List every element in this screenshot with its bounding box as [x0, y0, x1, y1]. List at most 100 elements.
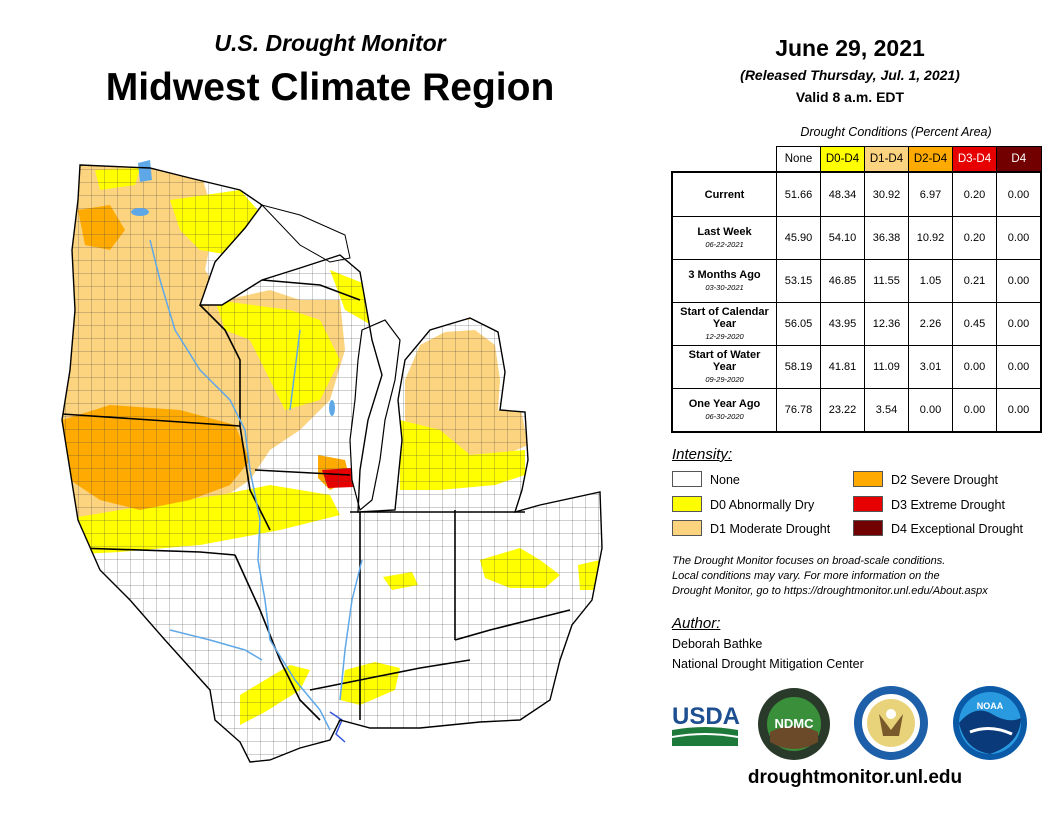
legend-swatch — [672, 496, 702, 512]
row-date: 06-22-2021 — [705, 239, 744, 249]
row-label-text: Start of Water Year — [688, 348, 761, 373]
table-cell: 0.45 — [952, 302, 997, 346]
row-label-text: Current — [704, 188, 745, 201]
d1-area-upper-michigan — [410, 288, 470, 320]
drought-monitor-note: The Drought Monitor focuses on broad-sca… — [672, 554, 1042, 599]
table-row: Current 51.66 48.34 30.92 6.97 0.20 0.00 — [671, 171, 1042, 217]
table-cell: 43.95 — [820, 302, 865, 346]
drought-stats-table: None D0-D4 D1-D4 D2-D4 D3-D4 D4 Current 51.66 4… — [671, 146, 1042, 433]
table-cell: 0.00 — [996, 345, 1042, 389]
table-cell: 58.19 — [776, 345, 821, 389]
row-label-text: One Year Ago — [688, 397, 761, 410]
note-line-2: Local conditions may vary. For more info… — [672, 570, 940, 582]
note-line-1: The Drought Monitor focuses on broad-sca… — [672, 555, 946, 567]
table-cell: 0.20 — [952, 171, 997, 217]
author-title: Author: — [672, 615, 721, 632]
row-label: One Year Ago 06-30-2020 — [671, 388, 777, 433]
legend-label: D4 Exceptional Drought — [891, 522, 1024, 536]
legend-title: Intensity: — [672, 446, 733, 463]
table-cell: 0.00 — [908, 388, 953, 433]
map-title: Midwest Climate Region — [105, 66, 555, 109]
table-cell: 0.21 — [952, 259, 997, 303]
column-header-d1-d4: D1-D4 — [864, 146, 909, 173]
table-cell: 6.97 — [908, 171, 953, 217]
kentucky-lake — [329, 711, 346, 743]
map-date: June 29, 2021 — [775, 35, 925, 61]
table-cell: 2.26 — [908, 302, 953, 346]
table-cell: 23.22 — [820, 388, 865, 433]
table-cell: 0.00 — [996, 171, 1042, 217]
row-label-text: Last Week — [697, 225, 752, 238]
row-label-text: Start of Calendar Year — [680, 305, 769, 330]
table-cell: 12.36 — [864, 302, 909, 346]
row-label: Start of Water Year 09-29-2020 — [671, 345, 777, 389]
row-label: Last Week 06-22-2021 — [671, 216, 777, 260]
state-boundaries — [62, 279, 571, 721]
table-cell: 46.85 — [820, 259, 865, 303]
table-cell: 45.90 — [776, 216, 821, 260]
row-date: 03-30-2021 — [705, 282, 744, 292]
table-cell: 51.66 — [776, 171, 821, 217]
usda-logo-text: USDA — [672, 703, 740, 730]
noaa-logo-text: NOAA — [977, 701, 1004, 711]
table-row: Start of Water Year 09-29-2020 58.19 41.81 1… — [671, 345, 1042, 389]
table-caption: Drought Conditions (Percent Area) — [800, 125, 992, 139]
stats-body: Current 51.66 48.34 30.92 6.97 0.20 0.00 Last W… — [671, 171, 1042, 433]
legend-label: D0 Abnormally Dry — [710, 498, 815, 512]
row-label: Current — [671, 171, 777, 217]
table-row: 3 Months Ago 03-30-2021 53.15 46.85 11.55 1.0… — [671, 259, 1042, 303]
release-date: (Released Thursday, Jul. 1, 2021) — [740, 67, 960, 83]
legend-swatch — [853, 471, 883, 487]
legend-swatch — [853, 496, 883, 512]
column-header-none: None — [776, 146, 821, 173]
valid-time: Valid 8 a.m. EDT — [795, 89, 905, 105]
column-header-d2-d4: D2-D4 — [908, 146, 953, 173]
row-label: 3 Months Ago 03-30-2021 — [671, 259, 777, 303]
table-row: Last Week 06-22-2021 45.90 54.10 36.38 10.92 0… — [671, 216, 1042, 260]
legend-swatch — [672, 520, 702, 536]
table-cell: 10.92 — [908, 216, 953, 260]
row-date: 09-29-2020 — [705, 374, 744, 384]
table-cell: 30.92 — [864, 171, 909, 217]
table-cell: 3.01 — [908, 345, 953, 389]
header-blank — [672, 147, 777, 173]
column-header-d3-d4: D3-D4 — [952, 146, 997, 173]
column-header-d0-d4: D0-D4 — [820, 146, 865, 173]
table-cell: 56.05 — [776, 302, 821, 346]
commerce-seal-icon — [854, 686, 928, 760]
upper-red-lake — [131, 208, 149, 216]
stats-header-row: None D0-D4 D1-D4 D2-D4 D3-D4 D4 — [672, 146, 1042, 173]
table-cell: 53.15 — [776, 259, 821, 303]
lake-winnebago — [329, 400, 335, 416]
usda-logo: USDA — [672, 703, 740, 746]
legend-label: D1 Moderate Drought — [710, 522, 831, 536]
table-cell: 0.00 — [996, 388, 1042, 433]
legend-swatch — [672, 471, 702, 487]
rivers — [149, 239, 363, 731]
table-cell: 0.20 — [952, 216, 997, 260]
lake-of-the-woods — [138, 160, 152, 182]
table-cell: 54.10 — [820, 216, 865, 260]
table-cell: 3.54 — [864, 388, 909, 433]
table-cell: 1.05 — [908, 259, 953, 303]
ndmc-logo: NDMC — [758, 688, 830, 760]
table-cell: 11.55 — [864, 259, 909, 303]
table-cell: 11.09 — [864, 345, 909, 389]
author-org: National Drought Mitigation Center — [672, 657, 864, 671]
table-cell: 41.81 — [820, 345, 865, 389]
note-line-3: Drought Monitor, go to https://droughtmo… — [672, 585, 988, 597]
legend-label: None — [710, 473, 740, 487]
table-cell: 0.00 — [952, 388, 997, 433]
website-url[interactable]: droughtmonitor.unl.edu — [747, 767, 963, 788]
legend-label: D2 Severe Drought — [891, 473, 999, 487]
table-cell: 48.34 — [820, 171, 865, 217]
lake-michigan — [349, 319, 401, 512]
table-row: One Year Ago 06-30-2020 76.78 23.22 3.54 0.00… — [671, 388, 1042, 433]
table-cell: 0.00 — [996, 259, 1042, 303]
legend-label: D3 Extreme Drought — [891, 498, 1005, 512]
ndmc-logo-text: NDMC — [775, 716, 815, 731]
row-date: 12-29-2020 — [705, 331, 744, 341]
legend-swatch — [853, 520, 883, 536]
row-date: 06-30-2020 — [705, 411, 744, 421]
midwest-drought-map — [61, 160, 603, 763]
